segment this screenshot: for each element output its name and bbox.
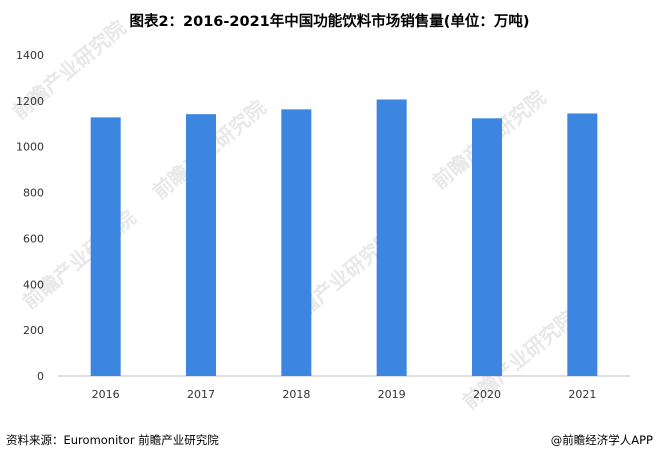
bar-2018	[281, 109, 312, 377]
watermark: 前瞻产业研究院	[18, 205, 141, 313]
bar-2017	[186, 114, 216, 377]
y-axis-ticks: 0 200 400 600 800 1000 1200 1400	[16, 49, 44, 383]
bar-2019	[376, 99, 407, 376]
y-tick-label: 400	[23, 278, 44, 291]
brand-label: @前瞻经济学人APP	[550, 433, 653, 447]
bar-2021	[567, 113, 598, 376]
y-tick-label: 1000	[16, 141, 44, 154]
bar-2020	[472, 118, 502, 376]
x-tick-label: 2021	[568, 388, 596, 401]
y-tick-label: 0	[37, 370, 44, 383]
y-tick-label: 800	[23, 187, 44, 200]
x-tick-label: 2017	[187, 388, 215, 401]
y-tick-label: 1200	[16, 95, 44, 108]
x-axis-ticks: 2016 2017 2018 2019 2020 2021	[92, 388, 597, 401]
y-tick-label: 1400	[16, 49, 44, 62]
x-tick-label: 2019	[378, 388, 406, 401]
x-tick-label: 2018	[282, 388, 310, 401]
y-tick-label: 600	[23, 232, 44, 245]
bars	[90, 99, 598, 377]
bar-2016	[90, 117, 121, 376]
source-note: 资料来源：Euromonitor 前瞻产业研究院	[6, 433, 219, 447]
y-tick-label: 200	[23, 324, 44, 337]
x-tick-label: 2020	[473, 388, 501, 401]
x-tick-label: 2016	[92, 388, 120, 401]
chart-title: 图表2：2016-2021年中国功能饮料市场销售量(单位：万吨)	[129, 14, 530, 30]
